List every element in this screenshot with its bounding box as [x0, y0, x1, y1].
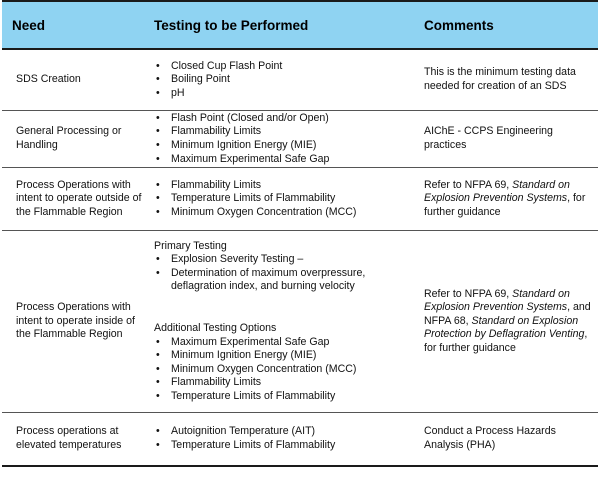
table-row: SDS Creation Closed Cup Flash Point Boil…: [2, 49, 598, 111]
testing-requirements-table: Need Testing to be Performed Comments SD…: [2, 0, 598, 467]
list-item: Flash Point (Closed and/or Open): [154, 112, 406, 126]
list-item: Boiling Point: [154, 73, 406, 87]
tests-cell: Primary Testing Explosion Severity Testi…: [146, 230, 408, 413]
need-cell: SDS Creation: [2, 49, 146, 111]
tests-cell: Flammability Limits Temperature Limits o…: [146, 167, 408, 231]
header-row: Need Testing to be Performed Comments: [2, 0, 598, 50]
tests-list: Flash Point (Closed and/or Open) Flammab…: [154, 112, 406, 166]
table-row: Process Operations with intent to operat…: [2, 230, 598, 413]
primary-testing-heading: Primary Testing: [154, 239, 227, 252]
header-comments: Comments: [408, 0, 598, 50]
tests-cell: Autoignition Temperature (AIT) Temperatu…: [146, 412, 408, 467]
header-tests: Testing to be Performed: [146, 0, 408, 50]
comment-text: Refer to NFPA 69,: [424, 178, 510, 191]
list-item: Minimum Ignition Energy (MIE): [154, 139, 406, 153]
list-item: Minimum Ignition Energy (MIE): [154, 349, 406, 363]
table-row: General Processing or Handling Flash Poi…: [2, 110, 598, 168]
comment-cell: Conduct a Process Hazards Analysis (PHA): [408, 412, 598, 467]
comment-cell: Refer to NFPA 69, Standard on Explosion …: [408, 230, 598, 413]
list-item: Maximum Experimental Safe Gap: [154, 336, 406, 350]
tests-cell: Closed Cup Flash Point Boiling Point pH: [146, 49, 408, 111]
list-item: pH: [154, 87, 406, 101]
list-item: Temperature Limits of Flammability: [154, 192, 406, 206]
comment-cell: This is the minimum testing data needed …: [408, 49, 598, 111]
tests-cell: Flash Point (Closed and/or Open) Flammab…: [146, 110, 408, 168]
table-row: Process operations at elevated temperatu…: [2, 412, 598, 467]
header-need: Need: [2, 0, 146, 50]
additional-testing-heading: Additional Testing Options: [154, 321, 277, 334]
list-item: Temperature Limits of Flammability: [154, 439, 406, 453]
need-cell: Process Operations with intent to operat…: [2, 230, 146, 413]
list-item: Determination of maximum overpressure, d…: [154, 267, 406, 294]
standard-title: Standard on Explosion Prevention Systems: [424, 178, 570, 205]
list-item: Minimum Oxygen Concentration (MCC): [154, 363, 406, 377]
table-row: Process Operations with intent to operat…: [2, 167, 598, 231]
list-item: Minimum Oxygen Concentration (MCC): [154, 206, 406, 220]
comment-text: , and NFPA 68,: [424, 301, 591, 327]
list-item: Flammability Limits: [154, 376, 406, 390]
tests-list: Flammability Limits Temperature Limits o…: [154, 179, 406, 220]
comment-text: , for further guidance: [424, 328, 588, 354]
list-item: Flammability Limits: [154, 125, 406, 139]
primary-tests-list: Explosion Severity Testing – Determinati…: [154, 253, 406, 294]
comment-text: Refer to NFPA 69,: [424, 287, 510, 300]
list-item: Closed Cup Flash Point: [154, 60, 406, 74]
standard-title: Standard on Explosion Protection by Defl…: [424, 314, 585, 341]
list-item: Explosion Severity Testing –: [154, 253, 406, 267]
standard-title: Standard on Explosion Prevention Systems: [424, 287, 570, 314]
list-item: Maximum Experimental Safe Gap: [154, 153, 406, 167]
need-cell: General Processing or Handling: [2, 110, 146, 168]
tests-list: Autoignition Temperature (AIT) Temperatu…: [154, 425, 406, 452]
list-item: Temperature Limits of Flammability: [154, 390, 406, 404]
need-cell: Process operations at elevated temperatu…: [2, 412, 146, 467]
tests-list: Closed Cup Flash Point Boiling Point pH: [154, 60, 406, 101]
list-item: Autoignition Temperature (AIT): [154, 425, 406, 439]
additional-tests-list: Maximum Experimental Safe Gap Minimum Ig…: [154, 336, 406, 404]
comment-cell: Refer to NFPA 69, Standard on Explosion …: [408, 167, 598, 231]
list-item: Flammability Limits: [154, 179, 406, 193]
comment-cell: AIChE - CCPS Engineering practices: [408, 110, 598, 168]
need-cell: Process Operations with intent to operat…: [2, 167, 146, 231]
comment-text: , for further guidance: [424, 192, 586, 218]
